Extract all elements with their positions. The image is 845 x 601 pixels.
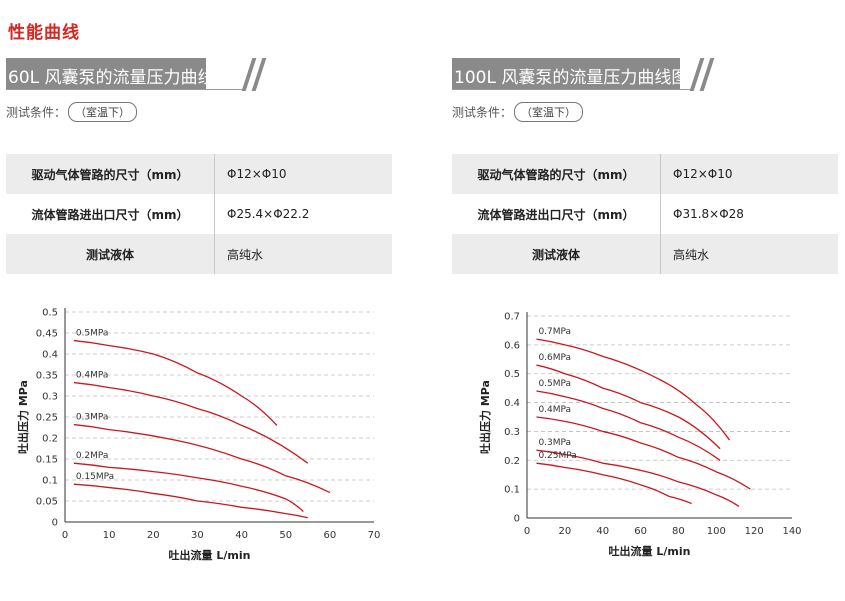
spec-key: 测试液体 xyxy=(452,234,661,274)
table-row: 流体管路进出口尺寸（mm） Φ31.8×Φ28 xyxy=(452,194,838,234)
series-label: 0.4MPa xyxy=(76,371,109,381)
y-tick-label: 0.3 xyxy=(504,427,520,438)
series-line xyxy=(73,381,309,464)
y-tick-label: 0.5 xyxy=(504,369,520,380)
table-row: 驱动气体管路的尺寸（mm） Φ12×Φ10 xyxy=(6,154,392,194)
x-tick-label: 140 xyxy=(782,526,801,537)
chart-60l: 0 0.05 0.1 0.15 0.2 0.25 0.3 0.35 0.4 0.45 0.5 0 10 2… xyxy=(0,298,400,572)
x-tick-label: 30 xyxy=(191,530,204,541)
spec-table: 驱动气体管路的尺寸（mm） Φ12×Φ10 流体管路进出口尺寸（mm） Φ25.… xyxy=(6,154,392,274)
series-line xyxy=(73,483,308,519)
spec-value: Φ12×Φ10 xyxy=(214,154,392,194)
y-tick-label: 0 xyxy=(52,518,58,529)
y-axis-label: 吐出压力 MPa xyxy=(478,380,492,454)
test-condition: 测试条件： （室温下） xyxy=(452,102,584,122)
series-label: 0.4MPa xyxy=(538,405,571,415)
table-row: 测试液体 高纯水 xyxy=(6,234,392,274)
spec-value: 高纯水 xyxy=(660,234,838,274)
spec-value: Φ12×Φ10 xyxy=(660,154,838,194)
spec-key: 测试液体 xyxy=(6,234,215,274)
series-label: 0.5MPa xyxy=(538,379,571,389)
y-tick-label: 0.05 xyxy=(36,497,58,508)
panel-title: 60L 风囊泵的流量压力曲线 xyxy=(8,68,215,88)
y-tick-label: 0.1 xyxy=(42,476,58,487)
series-label: 0.3MPa xyxy=(538,438,571,448)
panel-title: 100L 风囊泵的流量压力曲线图 xyxy=(454,68,689,88)
panel-header: 60L 风囊泵的流量压力曲线 xyxy=(6,58,393,91)
x-axis-label: 吐出流量 L/min xyxy=(609,544,691,558)
x-tick-label: 120 xyxy=(745,526,764,537)
x-tick-label: 0 xyxy=(524,526,530,537)
panel-60l: 60L 风囊泵的流量压力曲线 测试条件： （室温下） 驱动气体管路的尺寸（mm） … xyxy=(6,58,393,274)
table-row: 驱动气体管路的尺寸（mm） Φ12×Φ10 xyxy=(452,154,838,194)
series-label: 0.5MPa xyxy=(76,329,109,339)
x-tick-label: 40 xyxy=(235,530,248,541)
y-tick-label: 0.2 xyxy=(504,456,520,467)
y-tick-label: 0.5 xyxy=(42,308,58,319)
spec-value: Φ25.4×Φ22.2 xyxy=(227,207,310,221)
series-label: 0.15MPa xyxy=(76,472,114,482)
y-tick-label: 0.25 xyxy=(36,413,58,424)
panel-header: 100L 风囊泵的流量压力曲线图 xyxy=(452,58,839,91)
test-condition-value: （室温下） xyxy=(68,102,138,122)
y-tick-label: 0.15 xyxy=(36,455,58,466)
x-tick-label: 40 xyxy=(596,526,609,537)
y-tick-label: 0.1 xyxy=(504,485,520,496)
x-tick-label: 80 xyxy=(672,526,685,537)
series-line xyxy=(536,338,731,441)
x-tick-label: 20 xyxy=(558,526,571,537)
test-condition-label: 测试条件： xyxy=(452,105,513,120)
series-line xyxy=(73,462,304,512)
spec-key: 驱动气体管路的尺寸（mm） xyxy=(452,154,661,194)
x-tick-label: 20 xyxy=(147,530,160,541)
table-row: 测试液体 高纯水 xyxy=(452,234,838,274)
series-line xyxy=(73,339,278,426)
chart-60l-svg: 0 0.05 0.1 0.15 0.2 0.25 0.3 0.35 0.4 0.45 0.5 0 10 2… xyxy=(16,308,381,563)
x-tick-label: 60 xyxy=(634,526,647,537)
y-tick-label: 0.45 xyxy=(36,329,58,340)
x-tick-label: 100 xyxy=(707,526,726,537)
spec-key: 流体管路进出口尺寸（mm） xyxy=(452,194,661,234)
spec-key: 流体管路进出口尺寸（mm） xyxy=(6,194,215,234)
series-line xyxy=(536,364,721,450)
y-tick-label: 0.2 xyxy=(42,434,58,445)
test-condition-value: （室温下） xyxy=(514,102,584,122)
y-tick-label: 0 xyxy=(514,514,520,525)
series-label: 0.3MPa xyxy=(76,413,109,423)
test-condition-label: 测试条件： xyxy=(6,105,67,120)
spec-value: Φ31.8×Φ28 xyxy=(673,207,744,221)
x-tick-label: 0 xyxy=(62,530,68,541)
y-tick-label: 0.3 xyxy=(42,392,58,403)
spec-key: 驱动气体管路的尺寸（mm） xyxy=(6,154,215,194)
y-tick-label: 0.35 xyxy=(36,371,58,382)
x-tick-label: 60 xyxy=(323,530,336,541)
series-line xyxy=(73,423,331,494)
series-line xyxy=(536,449,740,507)
y-tick-label: 0.7 xyxy=(504,312,520,323)
series-label: 0.7MPa xyxy=(538,327,571,337)
y-tick-label: 0.4 xyxy=(42,350,58,361)
y-tick-label: 0.6 xyxy=(504,340,520,351)
y-axis-label: 吐出压力 MPa xyxy=(16,380,30,454)
chart-100l: 0 0.1 0.2 0.3 0.4 0.5 0.6 0.7 0 20 40 60 80 100 120 140… xyxy=(445,298,845,572)
x-tick-label: 70 xyxy=(368,530,381,541)
series-line xyxy=(536,416,751,490)
series-line xyxy=(536,462,692,505)
test-condition: 测试条件： （室温下） xyxy=(6,102,138,122)
series-label: 0.25MPa xyxy=(538,451,576,461)
chart-100l-svg: 0 0.1 0.2 0.3 0.4 0.5 0.6 0.7 0 20 40 60 80 100 120 140… xyxy=(478,312,802,559)
series-line xyxy=(536,390,721,461)
series-label: 0.2MPa xyxy=(76,451,109,461)
spec-table: 驱动气体管路的尺寸（mm） Φ12×Φ10 流体管路进出口尺寸（mm） Φ31.… xyxy=(452,154,838,274)
x-tick-label: 10 xyxy=(103,530,116,541)
series-label: 0.6MPa xyxy=(538,353,571,363)
page-title: 性能曲线 xyxy=(8,23,80,43)
table-row: 流体管路进出口尺寸（mm） Φ25.4×Φ22.2 xyxy=(6,194,392,234)
x-axis-label: 吐出流量 L/min xyxy=(169,548,251,562)
spec-value: 高纯水 xyxy=(214,234,392,274)
y-tick-label: 0.4 xyxy=(504,398,520,409)
x-tick-label: 50 xyxy=(279,530,292,541)
panel-100l: 100L 风囊泵的流量压力曲线图 测试条件： （室温下） 驱动气体管路的尺寸（mm… xyxy=(452,58,839,274)
